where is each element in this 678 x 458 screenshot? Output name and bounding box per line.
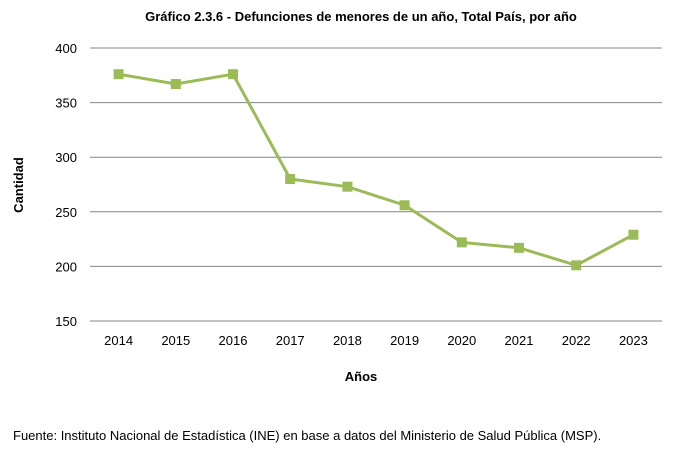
y-tick-label: 200 [55,259,77,274]
data-point [228,69,238,80]
line-chart: Gráfico 2.3.6 - Defunciones de menores d… [11,9,662,384]
y-tick-label: 250 [55,205,77,220]
x-tick-label: 2017 [276,333,305,348]
x-axis-ticks: 2014 2015 2016 2017 2018 2019 2020 2021 2022 2023 [104,333,648,348]
source-note: Fuente: Instituto Nacional de Estadístic… [13,428,602,443]
x-tick-label: 2022 [562,333,591,348]
data-point [399,200,410,211]
data-point [456,237,467,248]
data-point [170,79,181,90]
data-point [342,181,353,192]
y-tick-label: 400 [55,41,77,56]
chart-title: Gráfico 2.3.6 - Defunciones de menores d… [145,9,577,24]
y-axis-title: Cantidad [11,157,26,213]
data-point [571,260,582,271]
x-tick-label: 2019 [390,333,419,348]
series-line-layer [118,72,635,267]
y-tick-label: 150 [55,314,77,329]
y-axis-ticks: 150 200 250 300 350 400 [55,41,77,329]
x-axis-title: Años [345,369,378,384]
x-tick-label: 2018 [333,333,362,348]
data-point [628,229,639,240]
x-tick-label: 2021 [505,333,534,348]
series-line [118,72,635,267]
x-tick-label: 2015 [161,333,190,348]
series-markers [113,69,639,271]
data-point [285,174,296,185]
y-tick-label: 350 [55,96,77,111]
x-tick-label: 2016 [219,333,248,348]
data-point [113,69,124,80]
x-tick-label: 2020 [447,333,476,348]
x-tick-label: 2014 [104,333,133,348]
data-point [514,242,524,253]
y-tick-label: 300 [55,150,77,165]
x-tick-label: 2023 [619,333,648,348]
gridlines [90,47,662,322]
